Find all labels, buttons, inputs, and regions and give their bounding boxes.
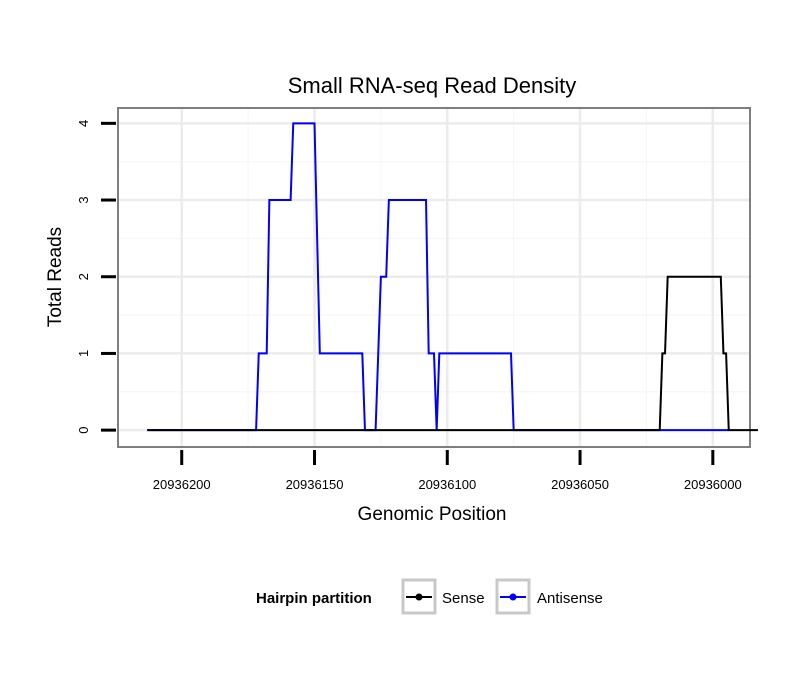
legend-title: Hairpin partition: [256, 590, 372, 607]
legend-dot-antisense: [509, 593, 517, 601]
series-lines: [147, 122, 758, 432]
series-line-antisense: [147, 122, 729, 432]
x-tick-label: 20936050: [551, 477, 609, 492]
y-tick-label: 3: [76, 196, 91, 203]
grid-minor: [118, 108, 750, 447]
x-axis: 20936200 20936150 20936100 20936050 20936000: [153, 450, 742, 492]
legend-item-antisense: Antisense: [495, 578, 603, 615]
x-tick-label: 20936000: [684, 477, 742, 492]
chart-title: Small RNA-seq Read Density: [288, 73, 577, 98]
y-axis-label: Total Reads: [45, 227, 66, 327]
x-tick-label: 20936100: [418, 477, 476, 492]
legend-label-sense: Sense: [442, 590, 485, 607]
legend-label-antisense: Antisense: [537, 590, 603, 607]
plot-panel-border: [117, 107, 751, 448]
y-tick-label: 2: [76, 273, 91, 280]
x-tick-label: 20936150: [286, 477, 344, 492]
y-axis: 0 1 2 3 4: [76, 120, 116, 434]
y-tick-label: 4: [76, 120, 91, 127]
grid-major: [118, 108, 750, 447]
series-line-sense: [147, 275, 758, 432]
y-tick-label: 0: [76, 427, 91, 434]
x-axis-label: Genomic Position: [358, 504, 507, 525]
x-tick-label: 20936200: [153, 477, 211, 492]
legend-item-sense: Sense: [401, 578, 485, 615]
legend: Hairpin partition Sense Antisense: [256, 578, 603, 615]
legend-dot-sense: [415, 593, 423, 601]
y-tick-label: 1: [76, 350, 91, 357]
